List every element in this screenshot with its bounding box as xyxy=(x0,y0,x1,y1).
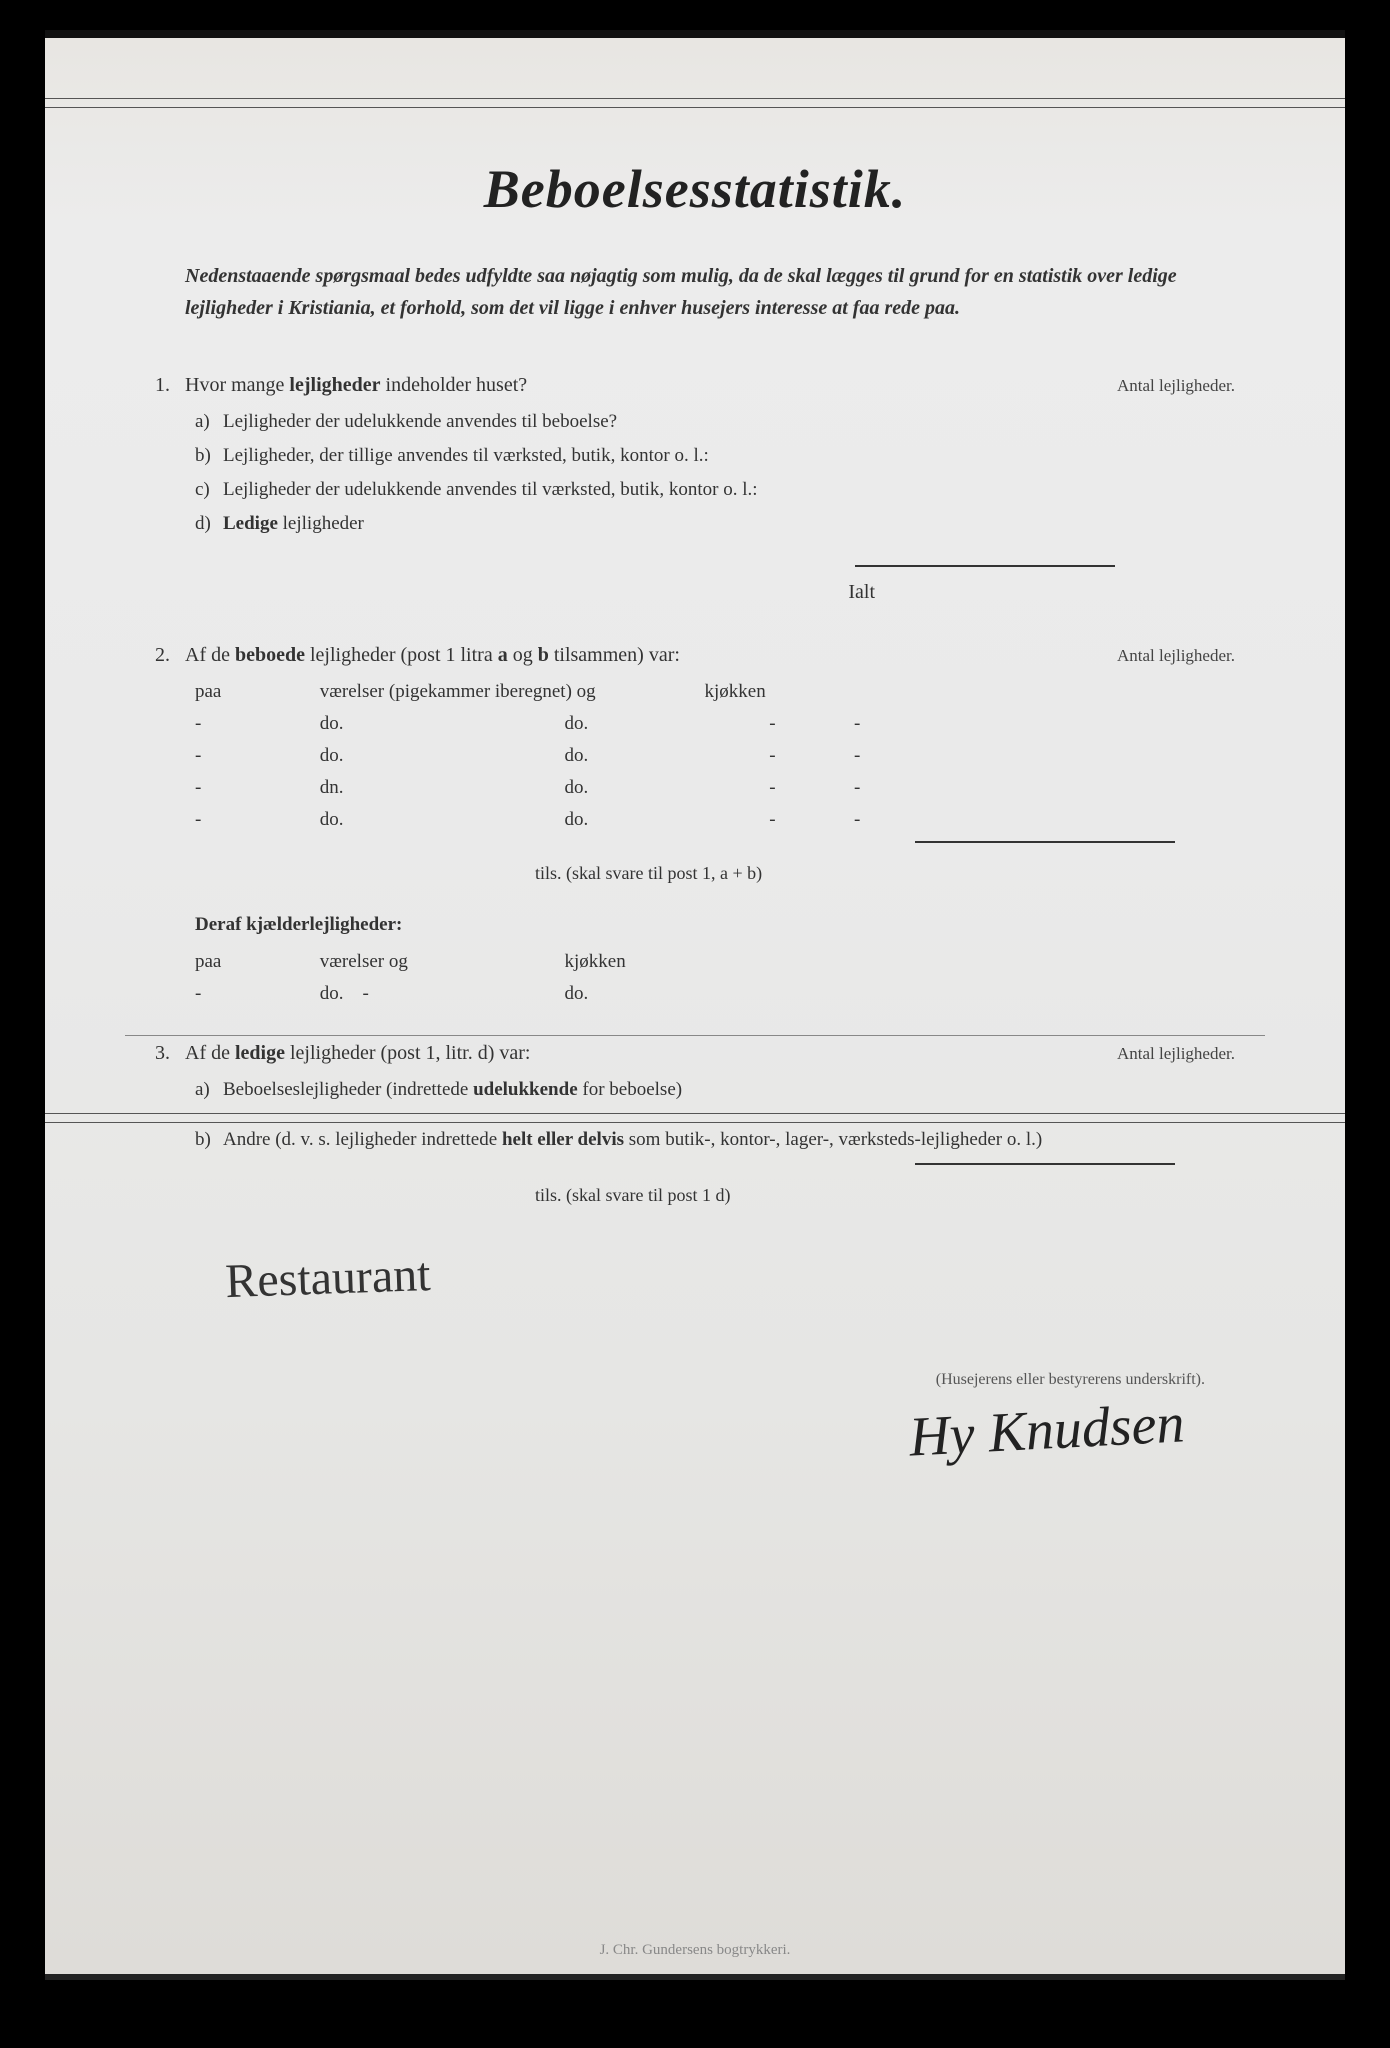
q3-sum-line xyxy=(915,1163,1175,1165)
signature-label: (Husejerens eller bestyrerens underskrif… xyxy=(125,1371,1205,1389)
deraf-heading: Deraf kjælderlejligheder: xyxy=(195,914,1235,936)
divider-rule xyxy=(125,1035,1265,1036)
q1-item-b: b)Lejligheder, der tillige anvendes til … xyxy=(195,445,1235,467)
q1-number: 1. xyxy=(155,374,185,397)
intro-paragraph: Nedenstaaende spørgsmaal bedes udfyldte … xyxy=(185,260,1235,324)
ialt-row: Ialt xyxy=(155,565,1175,604)
q2-table: paa værelser (pigekammer iberegnet) og k… xyxy=(195,681,1235,831)
q3-item-a: a)Beboelseslejligheder (indrettede udelu… xyxy=(195,1079,1235,1101)
top-rule xyxy=(45,98,1345,108)
question-2: 2. Af de beboede lejligheder (post 1 lit… xyxy=(155,644,1235,1005)
sum-line-top xyxy=(855,565,1115,567)
q2-tils-note: tils. (skal svare til post 1, a + b) xyxy=(535,863,1235,884)
ialt-label: Ialt xyxy=(848,581,875,603)
mid-rule xyxy=(45,1113,1345,1123)
q2-deraf-table: paa værelser og kjøkken - do. - do. xyxy=(195,951,1235,1005)
handwritten-note: Restaurant xyxy=(224,1218,1265,1309)
question-1: 1. Hvor mange lejligheder indeholder hus… xyxy=(155,374,1235,604)
q3-number: 3. xyxy=(155,1042,185,1065)
antal-label-2: Antal lejligheder. xyxy=(1117,646,1235,666)
printer-footer: J. Chr. Gundersens bogtrykkeri. xyxy=(45,1942,1345,1959)
document-title: Beboelsesstatistik. xyxy=(125,158,1265,220)
antal-label-1: Antal lejligheder. xyxy=(1117,376,1235,396)
q2-sum-line xyxy=(915,841,1175,843)
document-page: Beboelsesstatistik. Nedenstaaende spørgs… xyxy=(45,30,1345,1980)
q3-item-b: b)Andre (d. v. s. lejligheder indrettede… xyxy=(195,1129,1235,1151)
signature: Hy Knudsen xyxy=(124,1391,1186,1510)
q1-item-a: a)Lejligheder der udelukkende anvendes t… xyxy=(195,411,1235,433)
q3-text: Af de ledige lejligheder (post 1, litr. … xyxy=(185,1042,1087,1065)
q1-item-d: d)Ledige lejligheder xyxy=(195,513,1235,535)
q3-tils-note: tils. (skal svare til post 1 d) xyxy=(535,1185,1235,1206)
q1-item-c: c)Lejligheder der udelukkende anvendes t… xyxy=(195,479,1235,501)
q2-text: Af de beboede lejligheder (post 1 litra … xyxy=(185,644,1087,667)
antal-label-3: Antal lejligheder. xyxy=(1117,1044,1235,1064)
question-3: 3. Af de ledige lejligheder (post 1, lit… xyxy=(155,1042,1235,1206)
q2-number: 2. xyxy=(155,644,185,667)
q1-text: Hvor mange lejligheder indeholder huset? xyxy=(185,374,1087,397)
